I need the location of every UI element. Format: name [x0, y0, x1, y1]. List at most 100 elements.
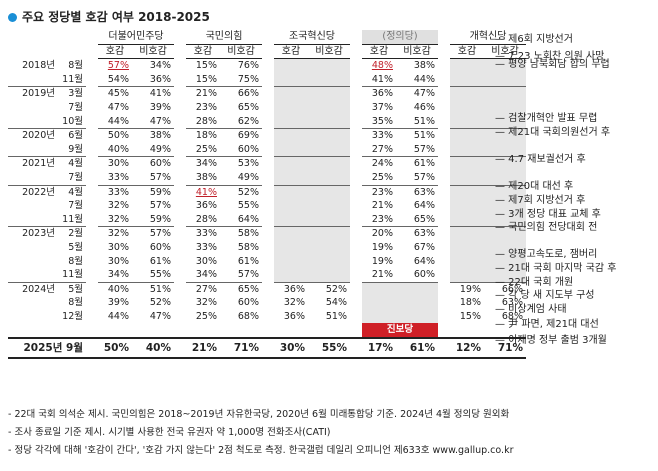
value-cell: [308, 226, 350, 241]
value-text: 40%: [107, 143, 129, 155]
year-cell: [8, 73, 58, 87]
value-cell: 76%: [220, 59, 262, 73]
value-cell: 59%: [132, 184, 174, 200]
value-text: 60%: [149, 241, 171, 253]
table-row: 10월 44% 47% 28% 62% 35% 51%: [8, 114, 526, 129]
value-cell: 37%: [362, 101, 396, 115]
value-text: 45%: [107, 88, 129, 100]
value-text: 60%: [413, 269, 435, 281]
value-cell: 46%: [396, 101, 438, 115]
value-cell: 65%: [220, 281, 262, 297]
value-text: 32%: [107, 213, 129, 225]
table-row: 2022년 4월 33% 59% 41% 52% 23% 63%: [8, 184, 526, 200]
value-cell: [450, 142, 484, 157]
latest-value: 55%: [308, 337, 350, 360]
month-cell: 9월: [68, 143, 83, 155]
value-text: 63%: [501, 297, 523, 309]
value-cell: 47%: [132, 115, 174, 129]
value-cell: [450, 170, 484, 186]
value-cell: [396, 296, 438, 310]
month-cell: 6월: [58, 128, 86, 143]
value-cell: [450, 100, 484, 115]
value-text: 39%: [149, 101, 171, 113]
value-cell: 57%: [98, 59, 132, 73]
value-text: 50%: [107, 130, 129, 142]
value-text: 25%: [195, 143, 217, 155]
value-cell: [484, 268, 526, 283]
value-cell: [450, 212, 484, 227]
value-text: 15%: [195, 73, 217, 85]
latest-value: 12%: [450, 337, 484, 360]
value-cell: 30%: [98, 156, 132, 171]
col-good: 호감: [362, 44, 396, 60]
value-cell: 52%: [220, 184, 262, 200]
value-text: 19%: [459, 283, 481, 295]
value-text: 23%: [371, 213, 393, 225]
value-text: 15%: [195, 60, 217, 72]
month-cell: 7월: [68, 171, 83, 183]
value-cell: [484, 226, 526, 241]
value-text: 46%: [413, 101, 435, 113]
value-cell: [274, 114, 308, 129]
value-cell: 54%: [98, 73, 132, 87]
month-cell: 5월: [68, 241, 83, 253]
value-text: 57%: [237, 269, 259, 281]
value-cell: 49%: [220, 171, 262, 185]
value-text: 63%: [413, 228, 435, 240]
col-good: 호감: [186, 44, 220, 60]
event-annotation: — 제7회 지방선거 후: [495, 195, 586, 206]
value-cell: [274, 254, 308, 269]
month-cell: 7월: [68, 101, 83, 113]
value-cell: 52%: [308, 281, 350, 297]
chart-title: 주요 정당별 호감 여부 2018-2025: [8, 8, 210, 25]
value-cell: [308, 114, 350, 129]
value-text: 36%: [195, 200, 217, 212]
year-cell: [8, 143, 58, 157]
value-cell: 63%: [396, 226, 438, 241]
value-cell: [450, 240, 484, 255]
value-cell: 23%: [362, 184, 396, 200]
value-text: 32%: [107, 200, 129, 212]
value-text: 27%: [195, 283, 217, 295]
value-text: 33%: [371, 130, 393, 142]
title-text: 주요 정당별 호감 여부 2018-2025: [22, 10, 210, 24]
value-cell: 33%: [98, 171, 132, 185]
value-cell: 19%: [362, 241, 396, 255]
table-row: 9월 40% 49% 25% 60% 27% 57%: [8, 142, 526, 157]
value-cell: 34%: [186, 268, 220, 282]
event-annotation: — 尹 파면, 제21대 대선: [495, 319, 599, 331]
value-text: 51%: [149, 283, 171, 295]
year-cell: [8, 268, 58, 282]
value-text: 62%: [237, 115, 259, 127]
value-cell: 60%: [132, 156, 174, 171]
table-row: 2020년 6월 50% 38% 18% 69% 33% 51%: [8, 128, 526, 143]
year-cell: 2021년: [8, 156, 58, 171]
value-cell: 57%: [220, 268, 262, 282]
year-cell: 2022년: [8, 184, 58, 200]
value-cell: 36%: [274, 281, 308, 297]
event-annotation: — 21대 국회 마지막 국감 후: [495, 263, 617, 274]
year-cell: [8, 310, 58, 324]
value-text: 64%: [237, 213, 259, 225]
table-row: 11월 34% 55% 34% 57% 21% 60%: [8, 268, 526, 283]
value-cell: 47%: [132, 310, 174, 324]
value-cell: 64%: [396, 199, 438, 213]
latest-value: 21%: [186, 337, 220, 360]
table-row: 2024년 5월 40% 51% 27% 65% 36% 52% 19% 66%: [8, 281, 526, 297]
value-cell: 32%: [98, 226, 132, 241]
value-cell: 52%: [132, 296, 174, 310]
value-cell: [484, 100, 526, 115]
table-row: 11월 32% 59% 28% 64% 23% 65%: [8, 212, 526, 227]
value-text: 54%: [325, 297, 347, 309]
value-cell: 66%: [220, 86, 262, 101]
month-cell: 12월: [62, 310, 83, 322]
latest-value: 71%: [484, 337, 526, 360]
value-cell: [484, 240, 526, 255]
footnote-line: - 정당 각각에 대해 '호감이 간다', '호감 가지 않는다' 2점 척도로…: [8, 445, 514, 456]
value-cell: 32%: [186, 296, 220, 310]
value-cell: [450, 156, 484, 171]
value-text: 34%: [149, 60, 171, 72]
year-cell: [8, 115, 58, 129]
value-cell: 60%: [220, 143, 262, 157]
year-cell: [8, 296, 58, 310]
